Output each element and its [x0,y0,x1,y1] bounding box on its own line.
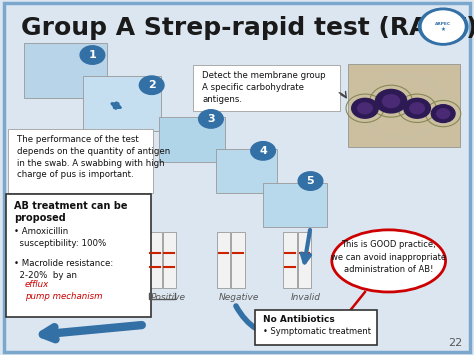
Text: The performance of the test
depends on the quantity of antigen
in the swab. A sw: The performance of the test depends on t… [17,135,170,179]
Circle shape [410,103,424,114]
FancyBboxPatch shape [4,3,470,352]
Circle shape [383,95,400,108]
Text: • Macrolide resistance:
  2-20%  by an: • Macrolide resistance: 2-20% by an [14,259,113,280]
Text: Positive: Positive [151,293,186,302]
Text: 5: 5 [307,176,314,186]
FancyBboxPatch shape [263,183,327,227]
Text: 22: 22 [448,338,462,348]
Circle shape [80,46,105,64]
Text: ARPEC: ARPEC [435,22,451,26]
FancyBboxPatch shape [217,232,230,288]
Circle shape [251,142,275,160]
Text: Group A Strep-rapid test (RADT): Group A Strep-rapid test (RADT) [21,16,474,40]
FancyBboxPatch shape [6,194,151,317]
Text: 1: 1 [89,50,96,60]
Circle shape [358,103,372,114]
FancyBboxPatch shape [163,232,176,288]
Circle shape [431,105,455,122]
Ellipse shape [332,230,446,292]
Circle shape [437,109,450,119]
FancyBboxPatch shape [83,76,161,131]
Text: Invalid: Invalid [291,293,321,302]
FancyBboxPatch shape [283,232,297,288]
Text: 2: 2 [148,80,155,90]
FancyBboxPatch shape [193,65,340,111]
Text: This is GOOD practice,
we can avoid inappropriate
administration of AB!: This is GOOD practice, we can avoid inap… [331,240,446,274]
Text: efflux
pump mechanism: efflux pump mechanism [25,280,102,301]
Circle shape [404,98,430,118]
Text: Negative: Negative [219,293,260,302]
FancyBboxPatch shape [24,43,107,98]
FancyBboxPatch shape [348,64,460,147]
Circle shape [375,89,407,113]
Text: No Antibiotics: No Antibiotics [263,315,335,324]
FancyBboxPatch shape [255,310,377,345]
FancyBboxPatch shape [298,232,311,288]
Text: ★: ★ [441,27,446,32]
Circle shape [298,172,323,190]
Text: 3: 3 [207,114,215,124]
Circle shape [199,110,223,128]
Circle shape [352,98,378,118]
Circle shape [422,11,464,42]
Circle shape [419,8,468,45]
FancyBboxPatch shape [8,129,153,193]
Circle shape [139,76,164,94]
FancyBboxPatch shape [216,149,277,193]
Text: • Amoxicillin
  susceptibility: 100%: • Amoxicillin susceptibility: 100% [14,227,107,248]
FancyBboxPatch shape [159,117,225,162]
Text: 4: 4 [259,146,267,156]
FancyBboxPatch shape [231,232,245,288]
Text: Detect the membrane group
A specific carbohydrate
antigens.: Detect the membrane group A specific car… [202,71,326,104]
Text: AB treatment can be
proposed: AB treatment can be proposed [14,201,128,223]
Text: • Symptomatic treatment: • Symptomatic treatment [263,327,371,336]
FancyBboxPatch shape [148,232,162,288]
